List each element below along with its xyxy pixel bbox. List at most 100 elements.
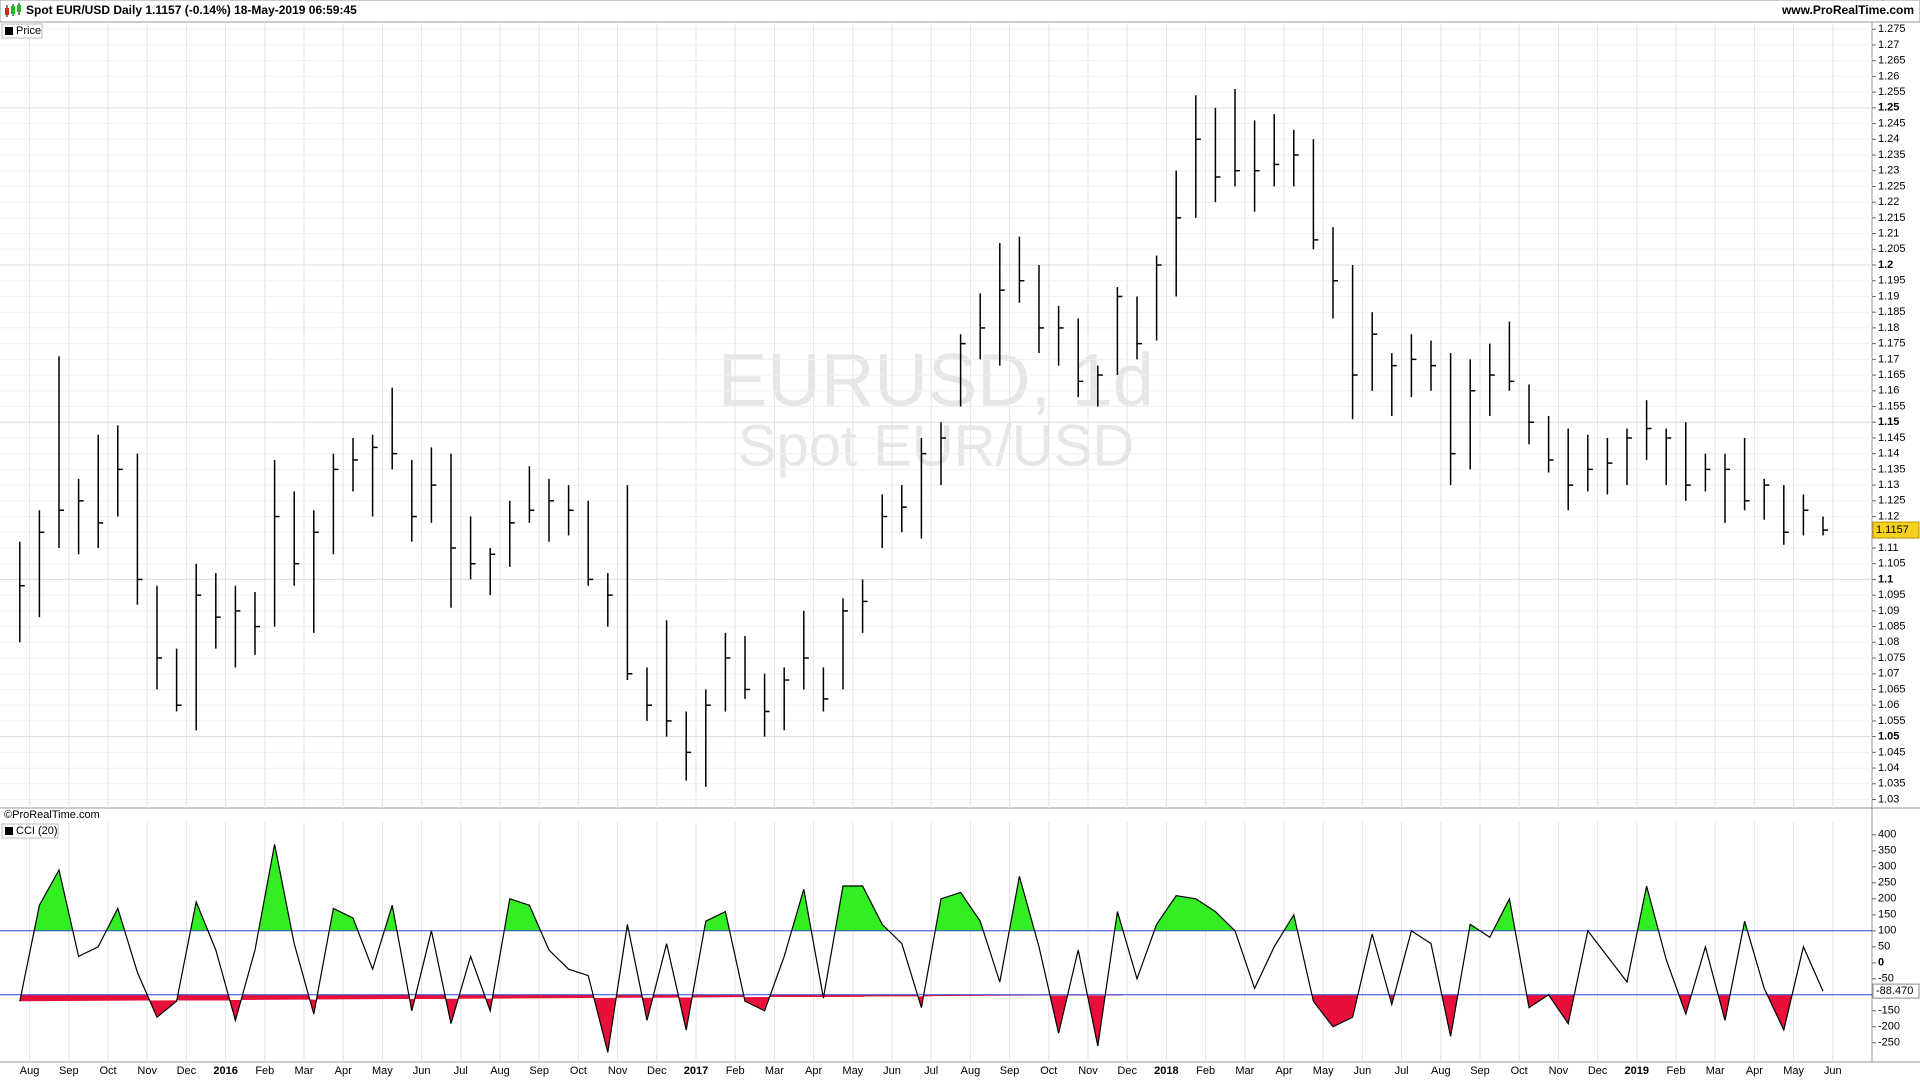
x-tick-label: 2017 [684, 1065, 708, 1077]
legend-label: CCI (20) [16, 825, 58, 837]
x-tick-label: Aug [1431, 1065, 1451, 1077]
legend-box [1, 823, 59, 839]
x-tick-label: Sep [529, 1065, 549, 1077]
x-tick-label: Feb [726, 1065, 745, 1077]
legend-swatch [5, 827, 13, 835]
x-tick-label: Apr [335, 1065, 352, 1077]
cci-line [19, 844, 1824, 1053]
x-tick-label: Nov [608, 1065, 628, 1077]
y-tick-label: 1.09 [1878, 605, 1899, 617]
y-tick-label: 1.05 [1878, 731, 1899, 743]
y-tick-label: 1.19 [1878, 290, 1899, 302]
x-tick-label: Dec [1588, 1065, 1608, 1077]
y-tick-label: 1.085 [1878, 620, 1906, 632]
cci-area-below [19, 994, 1793, 1053]
x-tick-label: Feb [1196, 1065, 1215, 1077]
x-tick-label: Feb [1667, 1065, 1686, 1077]
y-tick-label: 1.055 [1878, 715, 1906, 727]
y-tick-label: -150 [1878, 1005, 1900, 1017]
y-tick-label: 100 [1878, 925, 1896, 937]
last-value-box [1872, 983, 1920, 999]
y-tick-label: 1.25 [1878, 102, 1899, 114]
y-tick-label: 1.065 [1878, 683, 1906, 695]
y-tick-label: 50 [1878, 941, 1890, 953]
y-tick-label: 1.18 [1878, 322, 1899, 334]
last-value-label: -88.470 [1876, 985, 1913, 997]
x-tick-label: Oct [570, 1065, 587, 1077]
y-tick-label: 1.2 [1878, 259, 1893, 271]
x-tick-label: Oct [1511, 1065, 1528, 1077]
y-tick-label: 250 [1878, 877, 1896, 889]
y-tick-label: 1.095 [1878, 589, 1906, 601]
y-tick-label: 1.07 [1878, 668, 1899, 680]
header-icon [5, 3, 21, 17]
x-tick-label: Dec [177, 1065, 197, 1077]
y-tick-label: 1.06 [1878, 699, 1899, 711]
y-tick-label: 1.265 [1878, 55, 1906, 67]
y-tick-label: 1.205 [1878, 243, 1906, 255]
y-tick-label: 1.14 [1878, 448, 1899, 460]
y-tick-label: 150 [1878, 909, 1896, 921]
y-tick-label: 1.1 [1878, 573, 1893, 585]
cci-area-above [34, 844, 1748, 931]
x-tick-label: Aug [961, 1065, 981, 1077]
x-tick-label: Dec [647, 1065, 667, 1077]
x-tick-label: Oct [1040, 1065, 1057, 1077]
x-tick-label: 2018 [1154, 1065, 1178, 1077]
y-tick-label: 1.12 [1878, 510, 1899, 522]
y-tick-label: 1.105 [1878, 558, 1906, 570]
x-tick-label: Jun [1354, 1065, 1372, 1077]
source: www.ProRealTime.com [1781, 3, 1914, 17]
x-tick-label: Jun [883, 1065, 901, 1077]
last-value-label: 1.1157 [1876, 524, 1909, 536]
legend-label: Price [16, 25, 41, 37]
y-tick-label: 0 [1878, 957, 1884, 969]
y-tick-label: -200 [1878, 1021, 1900, 1033]
y-tick-label: 1.135 [1878, 463, 1906, 475]
y-tick-label: 200 [1878, 893, 1896, 905]
y-tick-label: 1.13 [1878, 479, 1899, 491]
y-tick-label: -250 [1878, 1037, 1900, 1049]
watermark: EURUSD, 1d [718, 339, 1154, 422]
x-tick-label: Nov [1549, 1065, 1569, 1077]
y-tick-label: 1.275 [1878, 23, 1906, 35]
x-tick-label: May [1313, 1065, 1334, 1077]
x-tick-label: Sep [1000, 1065, 1020, 1077]
x-tick-label: Jul [924, 1065, 938, 1077]
y-tick-label: 1.145 [1878, 432, 1906, 444]
credit: ©ProRealTime.com [4, 809, 100, 821]
x-tick-label: Mar [295, 1065, 314, 1077]
last-value-box [1872, 521, 1920, 539]
x-tick-label: Dec [1117, 1065, 1137, 1077]
x-tick-label: Feb [255, 1065, 274, 1077]
x-tick-label: Jun [413, 1065, 431, 1077]
y-tick-label: 1.03 [1878, 793, 1899, 805]
x-tick-label: Mar [1235, 1065, 1254, 1077]
x-tick-label: Apr [1275, 1065, 1292, 1077]
watermark: Spot EUR/USD [738, 413, 1134, 478]
x-tick-label: Apr [805, 1065, 822, 1077]
x-tick-label: 2019 [1625, 1065, 1649, 1077]
x-tick-label: Aug [20, 1065, 40, 1077]
y-tick-label: 1.235 [1878, 149, 1906, 161]
y-tick-label: 1.04 [1878, 762, 1899, 774]
y-tick-label: 1.165 [1878, 369, 1906, 381]
y-tick-label: 1.185 [1878, 306, 1906, 318]
x-tick-label: 2016 [213, 1065, 237, 1077]
y-tick-label: 1.23 [1878, 165, 1899, 177]
y-tick-label: 1.075 [1878, 652, 1906, 664]
x-tick-label: Sep [59, 1065, 79, 1077]
y-tick-label: 1.175 [1878, 338, 1906, 350]
y-tick-label: 1.155 [1878, 400, 1906, 412]
x-tick-label: Jun [1824, 1065, 1842, 1077]
y-tick-label: 1.17 [1878, 353, 1899, 365]
x-tick-label: Apr [1746, 1065, 1763, 1077]
y-tick-label: 300 [1878, 861, 1896, 873]
x-tick-label: Nov [1078, 1065, 1098, 1077]
x-tick-label: Jul [1395, 1065, 1409, 1077]
header-bar [0, 0, 1920, 23]
y-tick-label: 1.27 [1878, 39, 1899, 51]
x-tick-label: May [372, 1065, 393, 1077]
